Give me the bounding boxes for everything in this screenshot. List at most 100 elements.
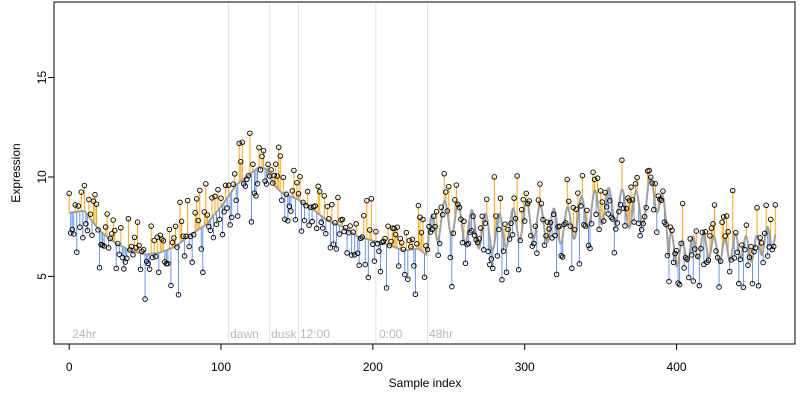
data-point (733, 229, 739, 236)
annotation-layer: 24hr dawn dusk 12:00 0:00 48hr (72, 327, 453, 341)
data-point (558, 253, 564, 259)
data-point (719, 219, 725, 226)
data-point (579, 172, 586, 179)
data-point (672, 250, 678, 257)
data-point (511, 195, 517, 201)
data-point (108, 231, 115, 237)
data-point (304, 188, 311, 195)
data-point (482, 220, 488, 226)
data-point (272, 161, 279, 167)
data-point (623, 205, 630, 212)
data-point (213, 221, 220, 228)
data-point (224, 205, 230, 211)
data-point (456, 204, 463, 211)
data-point (772, 202, 779, 208)
data-point (729, 187, 736, 194)
data-point (271, 172, 277, 179)
data-point (361, 212, 367, 219)
data-point (754, 205, 760, 211)
data-point (209, 195, 215, 201)
data-point (81, 182, 88, 189)
data-point (767, 216, 774, 223)
data-point (573, 206, 580, 213)
data-point (66, 190, 72, 197)
data-point (67, 230, 74, 236)
data-point (714, 254, 721, 261)
data-point (561, 221, 567, 228)
data-point (315, 183, 321, 190)
data-point (570, 204, 577, 211)
data-point (292, 216, 299, 223)
data-point (550, 211, 557, 218)
data-point (538, 200, 545, 207)
data-point (632, 181, 639, 187)
data-point (392, 231, 399, 238)
data-point (115, 240, 121, 247)
data-point (192, 210, 198, 216)
data-point (503, 269, 510, 276)
data-point (351, 252, 358, 258)
data-point (654, 229, 660, 235)
data-point (447, 254, 454, 261)
x-tick-label: 200 (363, 360, 383, 374)
data-point (90, 198, 97, 204)
data-point (87, 211, 94, 217)
data-point (430, 213, 437, 220)
data-point (660, 188, 666, 194)
data-point (717, 258, 724, 264)
data-point (344, 250, 350, 256)
data-point (168, 282, 174, 289)
data-point (605, 211, 611, 217)
data-point (356, 262, 362, 268)
data-point (274, 173, 280, 179)
data-point (139, 248, 145, 255)
data-point (391, 225, 397, 232)
data-point (395, 263, 402, 269)
data-point (641, 213, 648, 220)
data-point (696, 282, 703, 289)
data-point (596, 226, 602, 233)
data-point (359, 234, 365, 240)
data-point (695, 253, 701, 260)
data-point (180, 233, 186, 239)
data-point (222, 182, 229, 189)
data-point (505, 226, 511, 233)
data-point (603, 204, 610, 210)
data-point (350, 229, 356, 235)
data-point (658, 197, 665, 203)
data-point (186, 243, 192, 250)
time-annotation: 0:00 (379, 327, 403, 341)
data-point (450, 230, 457, 236)
data-point (102, 224, 109, 230)
data-point (151, 237, 157, 244)
data-point (247, 130, 253, 136)
data-point (318, 219, 324, 226)
data-point (544, 219, 551, 225)
data-point (365, 274, 372, 281)
time-annotation: 12:00 (300, 327, 330, 341)
y-axis: 5 10 15 (35, 71, 55, 280)
data-point (710, 221, 716, 227)
data-point (263, 181, 270, 187)
data-point (152, 253, 159, 260)
data-point (373, 228, 379, 235)
data-point (681, 265, 687, 271)
data-point (760, 259, 766, 266)
data-point (116, 251, 123, 258)
data-point (195, 217, 202, 224)
data-point (628, 184, 634, 190)
data-point (670, 259, 677, 266)
data-point (309, 218, 315, 225)
data-point (339, 216, 346, 223)
data-point (590, 169, 596, 175)
data-point (329, 201, 335, 208)
data-point (239, 139, 246, 146)
data-point (259, 153, 265, 160)
data-point (698, 245, 704, 252)
data-point (523, 190, 529, 197)
data-point (207, 227, 214, 234)
data-point (260, 147, 267, 154)
data-point (200, 269, 206, 276)
data-point (506, 236, 513, 242)
data-point (275, 144, 282, 150)
